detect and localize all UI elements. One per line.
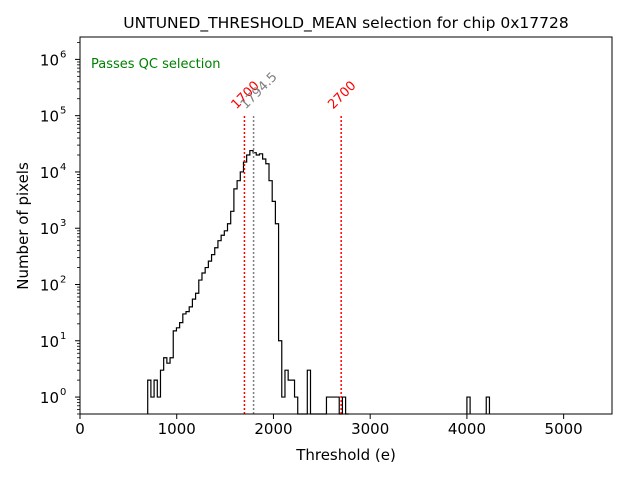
histogram-step-segment [485,396,491,414]
y-tick-label: 10 [40,51,59,69]
y-tick-label: 10 [40,220,59,238]
x-tick-label: 2000 [254,420,292,438]
y-tick-label: 10 [40,277,59,295]
y-tick-exponent: 5 [60,106,66,117]
y-tick-exponent: 6 [60,49,66,60]
y-tick-label: 10 [40,389,59,407]
x-axis-label: Threshold (e) [295,446,396,464]
y-tick-exponent: 2 [60,275,66,286]
y-tick-exponent: 4 [60,162,66,173]
x-tick-label: 3000 [351,420,389,438]
y-tick-exponent: 1 [60,331,66,342]
x-tick-label: 5000 [545,420,583,438]
y-tick-label: 10 [40,164,59,182]
qc-annotation: Passes QC selection [91,57,221,72]
y-axis-label: Number of pixels [14,162,32,290]
y-tick-exponent: 3 [60,218,66,229]
x-tick-label: 4000 [448,420,486,438]
x-tick-label: 0 [75,420,85,438]
histogram-step-segment [466,396,471,414]
y-tick-exponent: 0 [60,387,66,398]
plot-frame [79,36,613,415]
y-tick-label: 10 [40,333,59,351]
x-tick-label: 1000 [158,420,196,438]
y-tick-label: 10 [40,108,59,126]
chart-title: UNTUNED_THRESHOLD_MEAN selection for chi… [123,14,568,33]
